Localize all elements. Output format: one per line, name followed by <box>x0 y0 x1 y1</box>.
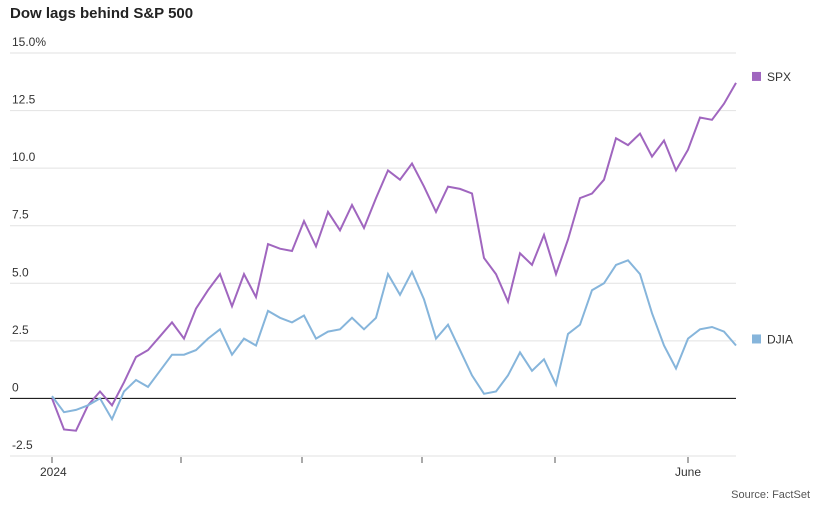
y-tick-label: -2.5 <box>12 438 33 452</box>
x-tick-label: June <box>675 465 701 479</box>
y-tick-label: 10.0 <box>12 150 36 164</box>
x-tick-label: 2024 <box>40 465 67 479</box>
legend-swatch <box>752 71 761 81</box>
legend-label: DJIA <box>767 332 793 346</box>
legend-swatch <box>752 334 761 344</box>
series-line <box>51 82 737 432</box>
x-axis-ticks <box>180 457 556 463</box>
y-tick-label: 15.0% <box>12 35 46 49</box>
y-tick-label: 12.5 <box>12 93 36 107</box>
source: Source: FactSet <box>731 489 810 501</box>
y-tick-label: 7.5 <box>12 208 29 222</box>
legend-label: SPX <box>767 70 791 84</box>
chart-title: Dow lags behind S&P 500 <box>10 5 193 22</box>
series-line <box>51 259 737 422</box>
y-tick-label: 0 <box>12 380 19 394</box>
y-tick-label: 5.0 <box>12 265 29 279</box>
y-tick-label: 2.5 <box>12 323 29 337</box>
